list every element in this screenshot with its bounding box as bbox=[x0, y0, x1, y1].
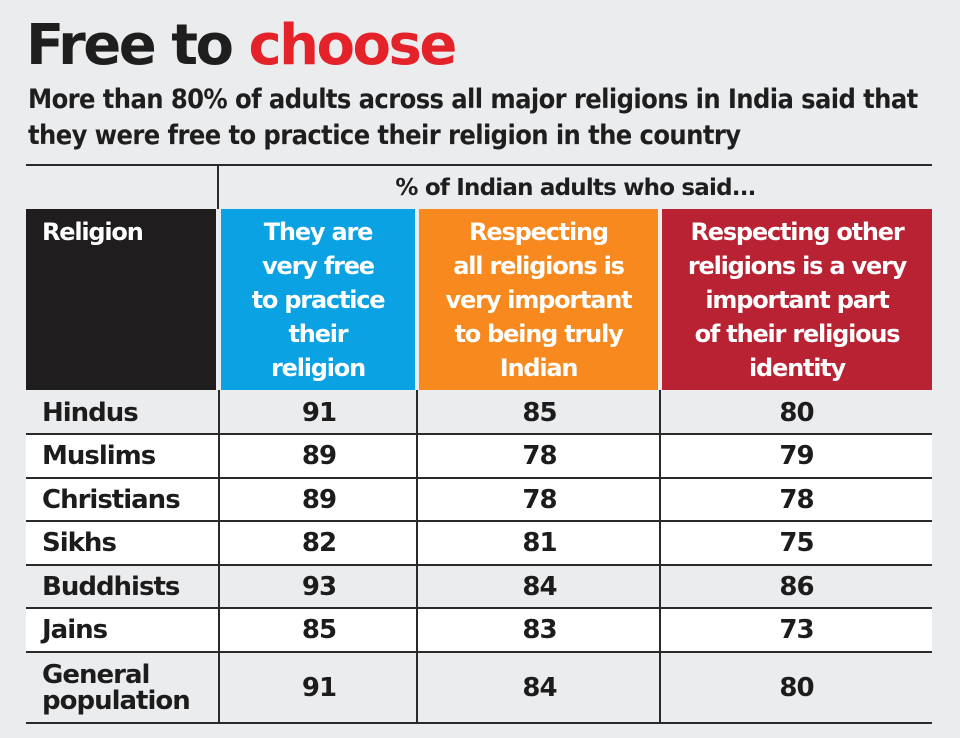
value-free: 91 bbox=[301, 672, 337, 703]
value-respect-all: 85 bbox=[522, 397, 557, 428]
value-free: 93 bbox=[301, 572, 337, 602]
value-respect-all: 84 bbox=[522, 572, 557, 602]
value-respect-other: 79 bbox=[779, 441, 814, 471]
table-row: Christians 89 78 78 bbox=[26, 479, 932, 521]
title-accent: choose bbox=[248, 13, 457, 78]
row-religion: Hindus bbox=[42, 397, 139, 428]
chart-title: Free to choose bbox=[26, 13, 457, 78]
header-line: religions is a very bbox=[687, 251, 907, 280]
value-respect-all: 78 bbox=[522, 441, 557, 471]
row-religion: General population bbox=[42, 653, 222, 722]
row-religion-line: General bbox=[42, 659, 150, 690]
column-header-religion: Religion bbox=[26, 209, 216, 390]
header-line: their bbox=[288, 319, 349, 348]
header-line: Respecting other bbox=[690, 217, 904, 246]
title-part-1: Free to bbox=[26, 13, 249, 78]
table-row: Buddhists 93 84 86 bbox=[26, 566, 932, 608]
column-divider bbox=[416, 390, 418, 724]
header-line: identity bbox=[749, 353, 846, 382]
row-religion: Christians bbox=[42, 485, 181, 515]
header-line: Respecting bbox=[469, 217, 609, 246]
row-divider bbox=[26, 433, 932, 435]
value-respect-other: 86 bbox=[779, 572, 814, 602]
header-line: Indian bbox=[499, 353, 579, 382]
header-line: very free bbox=[262, 251, 375, 280]
value-respect-other: 80 bbox=[779, 397, 814, 428]
table-row: General population 91 84 80 bbox=[26, 653, 932, 722]
value-respect-other: 75 bbox=[779, 528, 814, 558]
header-line: very important bbox=[445, 285, 633, 314]
value-respect-all: 83 bbox=[522, 615, 557, 645]
header-line: important part bbox=[705, 285, 889, 314]
header-line: all religions is bbox=[453, 251, 625, 280]
row-divider bbox=[26, 477, 932, 479]
table-row: Hindus 91 85 80 bbox=[26, 391, 932, 434]
supheader-divider bbox=[217, 166, 219, 209]
column-header-free-to-practice: They are very free to practice their rel… bbox=[221, 209, 415, 390]
value-respect-all: 78 bbox=[522, 485, 557, 515]
value-free: 85 bbox=[301, 615, 337, 645]
column-header-respect-all: Respecting all religions is very importa… bbox=[419, 209, 658, 390]
value-respect-all: 81 bbox=[522, 528, 557, 558]
table-bottom-rule bbox=[26, 722, 932, 724]
value-free: 89 bbox=[301, 485, 337, 515]
header-line: religion bbox=[271, 353, 366, 382]
value-respect-other: 80 bbox=[779, 672, 814, 703]
row-religion: Jains bbox=[42, 615, 108, 645]
table-row: Muslims 89 78 79 bbox=[26, 435, 932, 477]
table-supheader: % of Indian adults who said... bbox=[395, 175, 756, 201]
table-row: Jains 85 83 73 bbox=[26, 609, 932, 651]
row-religion-line: population bbox=[42, 685, 191, 716]
value-respect-other: 73 bbox=[779, 615, 814, 645]
row-religion: Buddhists bbox=[42, 572, 180, 602]
row-religion: Sikhs bbox=[42, 528, 117, 558]
row-divider bbox=[26, 564, 932, 566]
row-divider bbox=[26, 651, 932, 653]
value-respect-other: 78 bbox=[779, 485, 814, 515]
column-divider bbox=[659, 390, 661, 724]
value-free: 82 bbox=[301, 528, 337, 558]
column-divider bbox=[218, 390, 220, 724]
header-line: They are bbox=[263, 217, 374, 246]
table-row: Sikhs 82 81 75 bbox=[26, 522, 932, 564]
header-line: of their religious bbox=[694, 319, 901, 348]
header-line: to being truly bbox=[454, 319, 623, 348]
column-header-respect-other: Respecting other religions is a very imp… bbox=[662, 209, 932, 390]
row-divider bbox=[26, 520, 932, 522]
row-religion: Muslims bbox=[42, 441, 156, 471]
value-free: 91 bbox=[301, 397, 337, 428]
top-rule bbox=[26, 164, 932, 166]
row-divider bbox=[26, 607, 932, 609]
chart-subtitle: More than 80% of adults across all major… bbox=[28, 84, 918, 151]
value-free: 89 bbox=[301, 441, 337, 471]
header-line: to practice bbox=[251, 285, 386, 314]
value-respect-all: 84 bbox=[522, 672, 557, 703]
